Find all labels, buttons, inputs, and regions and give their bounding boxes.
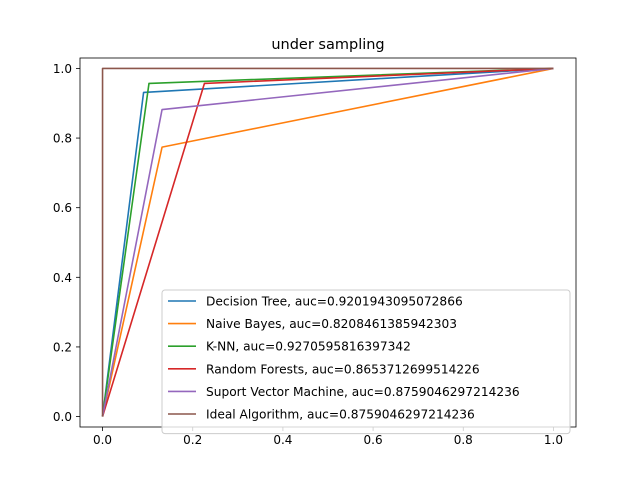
legend: Decision Tree, auc=0.9201943095072866 Nai…	[161, 289, 571, 435]
legend-label-0: Decision Tree, auc=0.9201943095072866	[206, 295, 463, 309]
legend-box	[161, 289, 571, 435]
x-tick-label: 0.0	[93, 433, 112, 447]
legend-label-1: Naive Bayes, auc=0.8208461385942303	[206, 317, 457, 331]
x-tick-label: 0.8	[454, 433, 473, 447]
y-tick-label: 0.8	[53, 132, 72, 146]
y-tick-label: 0.4	[53, 271, 72, 285]
legend-label-5: Ideal Algorithm, auc=0.8759046297214236	[206, 408, 475, 422]
y-tick-label: 0.2	[53, 340, 72, 354]
x-tick-label: 0.6	[364, 433, 383, 447]
y-tick-label: 0.6	[53, 201, 72, 215]
series-line-5	[101, 67, 554, 417]
x-tick-label: 1.0	[544, 433, 563, 447]
series-line-4	[101, 67, 554, 417]
legend-label-4: Suport Vector Machine, auc=0.87590462972…	[206, 385, 520, 399]
x-tick-label: 0.2	[183, 433, 202, 447]
y-tick-label: 1.0	[53, 62, 72, 76]
series-line-3	[101, 67, 554, 417]
series-layer	[101, 67, 554, 417]
x-tick-label: 0.4	[273, 433, 292, 447]
chart-title: under sampling	[271, 37, 384, 53]
y-tick-label: 0.0	[53, 410, 72, 424]
series-line-1	[101, 67, 554, 417]
legend-label-2: K-NN, auc=0.9270595816397342	[206, 340, 411, 354]
series-line-0	[101, 67, 554, 417]
legend-label-3: Random Forests, auc=0.8653712699514226	[206, 362, 480, 376]
